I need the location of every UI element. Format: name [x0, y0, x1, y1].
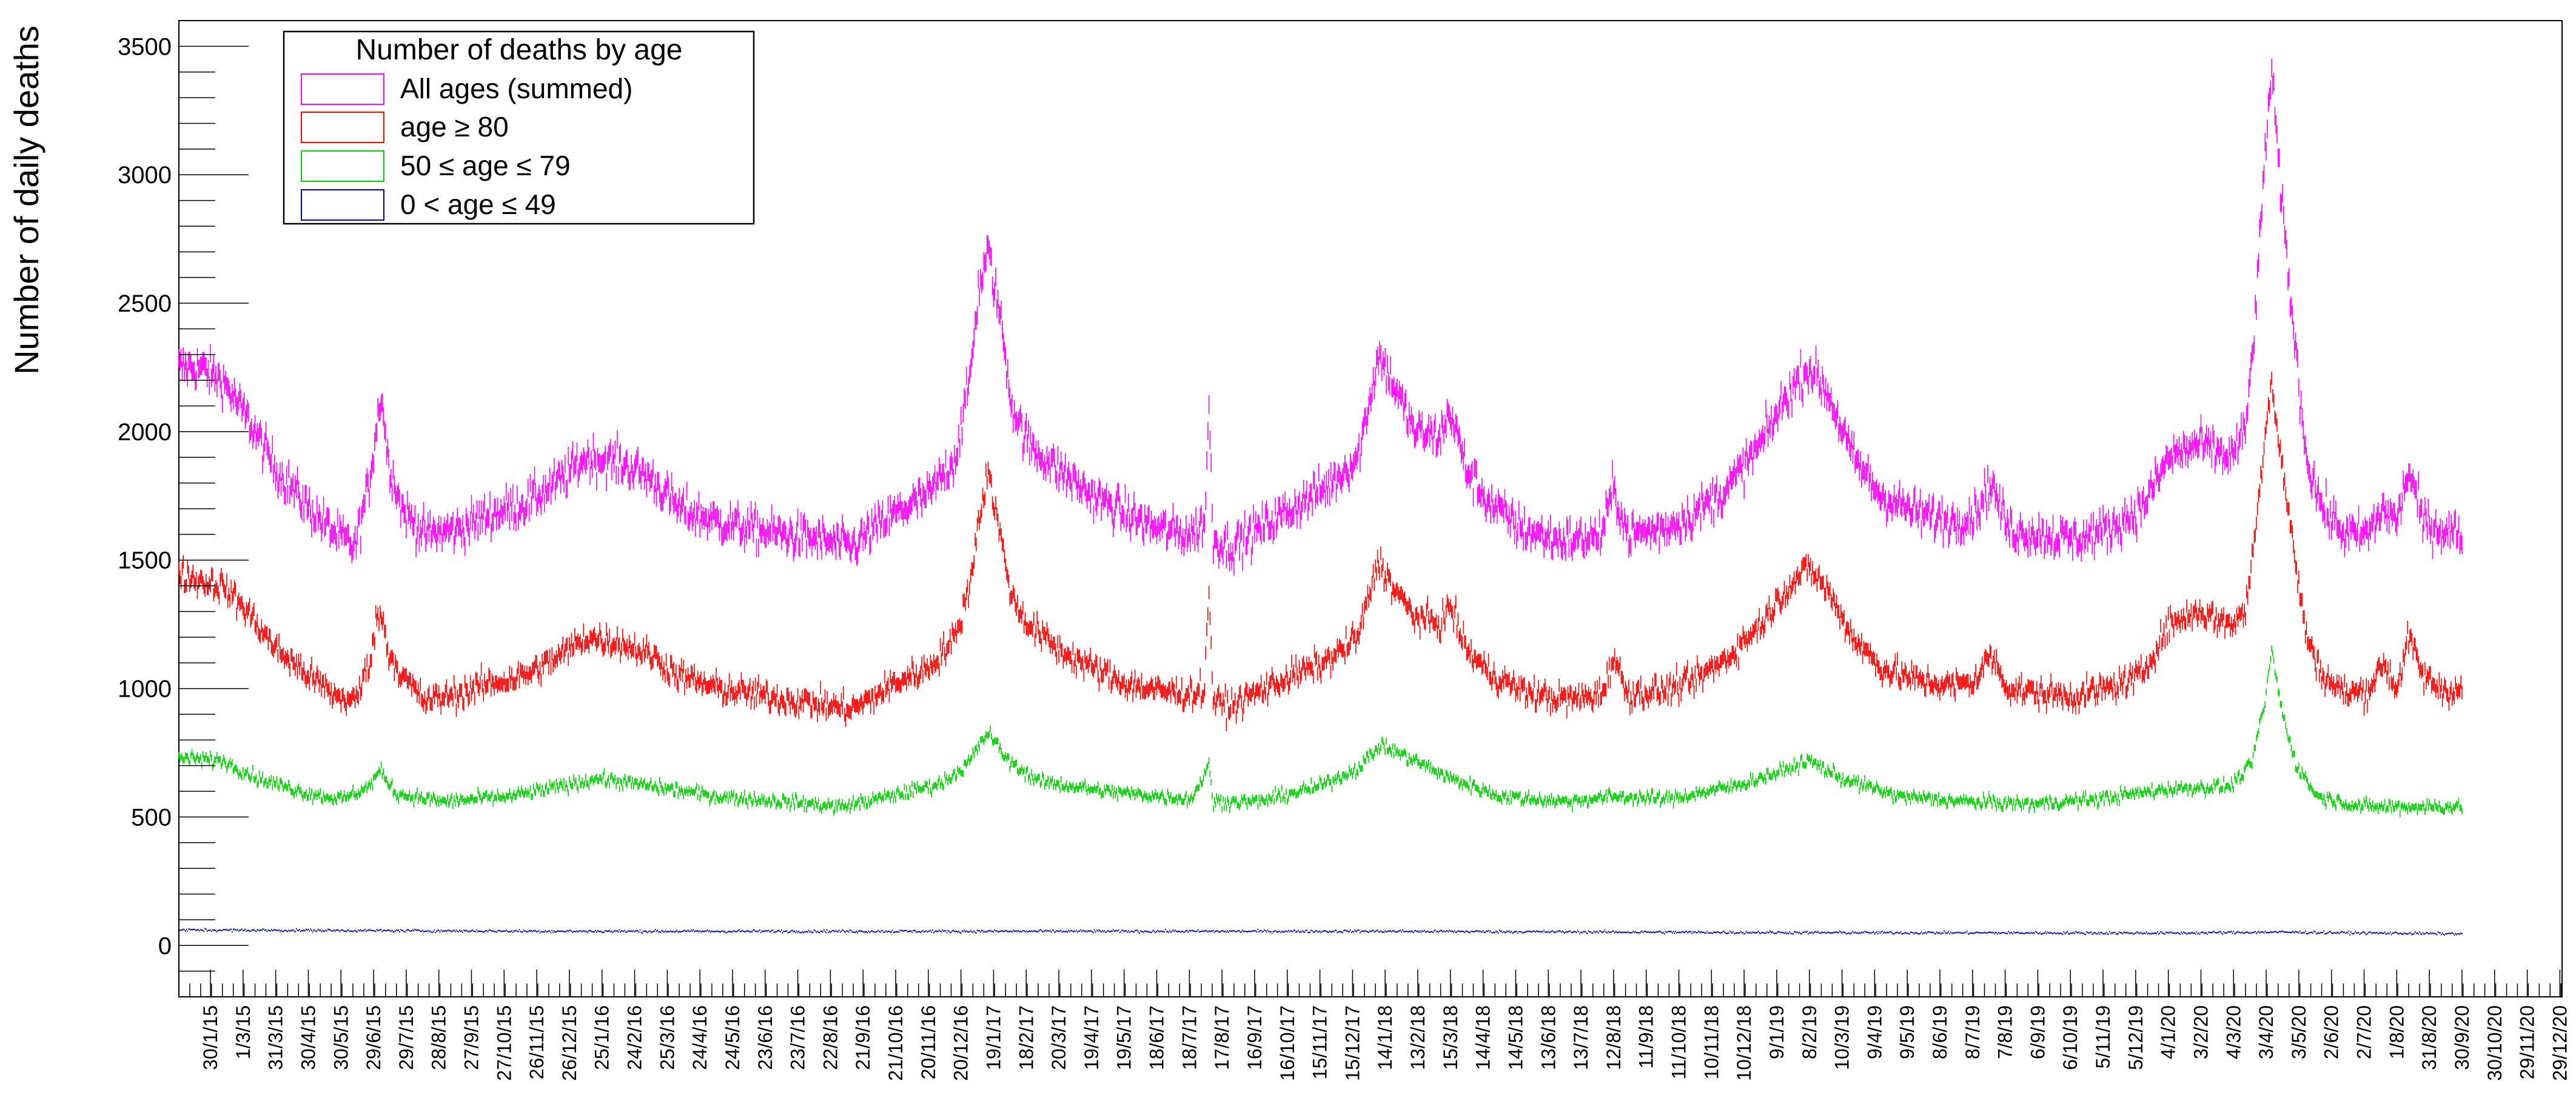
series-1 — [179, 372, 2462, 731]
